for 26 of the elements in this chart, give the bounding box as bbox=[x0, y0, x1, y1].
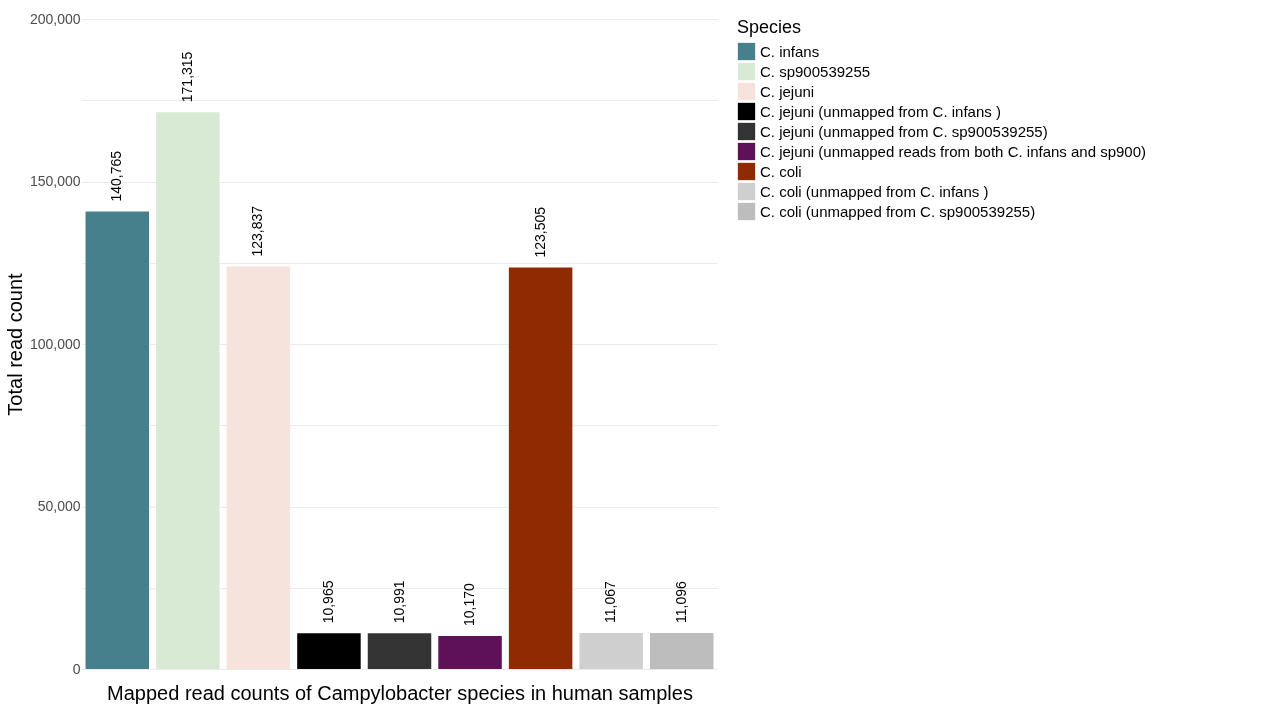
legend-title: Species bbox=[737, 17, 802, 37]
data-label: 10,991 bbox=[390, 580, 407, 624]
data-label: 10,965 bbox=[319, 580, 336, 624]
legend-label: C. coli (unmapped from C. sp900539255) bbox=[760, 202, 1036, 220]
legend-label: C. jejuni (unmapped from C. infans ) bbox=[760, 102, 1001, 120]
legend-label: C. infans bbox=[760, 42, 820, 60]
legend-label: C. jejuni (unmapped from C. sp900539255) bbox=[760, 122, 1048, 140]
y-tick-label: 100,000 bbox=[29, 335, 81, 352]
x-axis-title: Mapped read counts of Campylobacter species in human samples bbox=[107, 681, 693, 704]
legend-label: C. coli (unmapped from C. infans ) bbox=[760, 182, 989, 200]
legend-label: C. sp900539255 bbox=[760, 62, 871, 80]
data-label: 11,096 bbox=[672, 580, 689, 623]
legend-label: C. coli bbox=[760, 162, 802, 180]
y-axis-title: Total read count bbox=[3, 272, 26, 416]
legend-label: C. jejuni bbox=[760, 82, 815, 100]
legend-label: C. jejuni (unmapped reads from both C. infans and sp900) bbox=[760, 142, 1147, 160]
data-label: 123,505 bbox=[531, 206, 548, 258]
y-tick-label: 200,000 bbox=[29, 10, 81, 27]
y-tick-label: 150,000 bbox=[29, 173, 81, 189]
data-label: 140,765 bbox=[108, 150, 125, 202]
data-label: 10,170 bbox=[461, 582, 478, 626]
y-tick-label: 0 bbox=[72, 660, 81, 677]
y-tick-label: 50,000 bbox=[37, 498, 81, 514]
data-label: 123,837 bbox=[249, 205, 266, 257]
data-label: 11,067 bbox=[602, 581, 619, 624]
data-label: 171,315 bbox=[178, 51, 195, 103]
